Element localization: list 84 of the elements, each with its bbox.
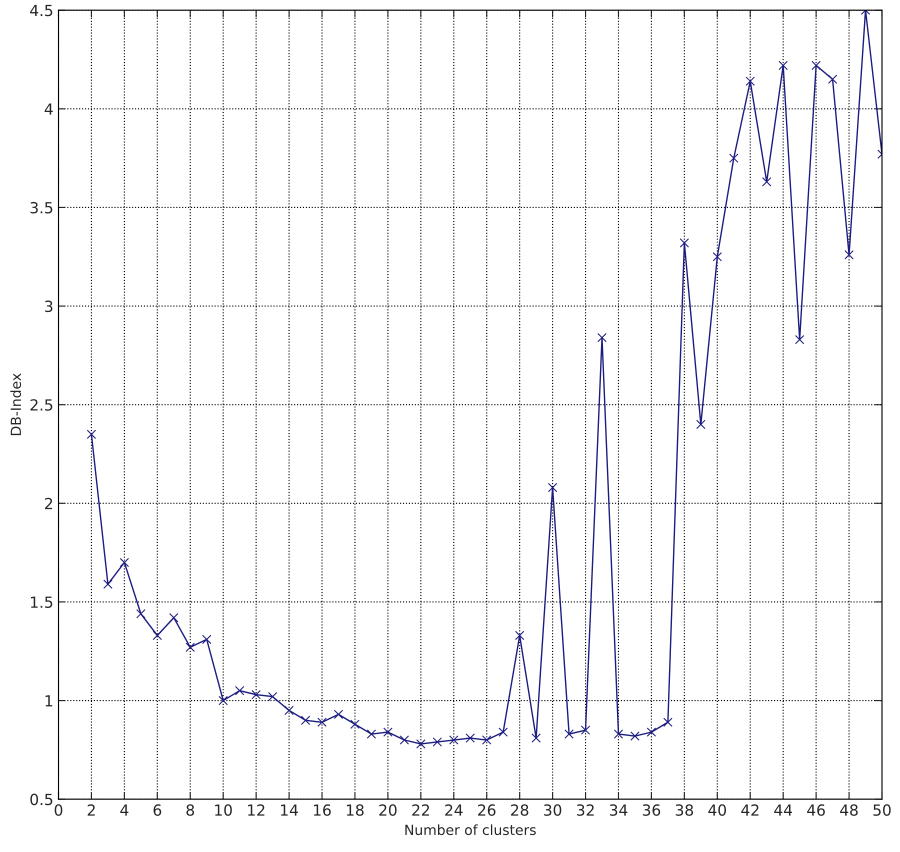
y-tick-label: 1.5 xyxy=(31,596,52,608)
x-tick-label: 30 xyxy=(544,804,562,816)
point xyxy=(284,706,294,716)
x-tick-label: 28 xyxy=(511,804,528,816)
y-tick-label: 0.5 xyxy=(30,794,52,806)
point xyxy=(466,733,475,743)
point xyxy=(169,613,178,622)
x-tick-label: 36 xyxy=(642,804,660,816)
point xyxy=(202,634,212,644)
x-axis-title: Number of clusters xyxy=(405,824,536,836)
x-tick-label: 10 xyxy=(215,804,232,816)
point xyxy=(630,731,640,741)
point xyxy=(712,252,722,262)
x-tick-label: 16 xyxy=(314,804,331,816)
x-tick-label: 38 xyxy=(676,804,694,816)
point xyxy=(317,718,327,727)
point xyxy=(548,482,558,492)
x-tick-label: 2 xyxy=(88,804,95,816)
point xyxy=(432,737,442,747)
point xyxy=(696,420,706,430)
point xyxy=(383,727,393,737)
point xyxy=(597,332,607,342)
y-axis-title: DB-Index xyxy=(10,373,22,436)
point xyxy=(400,735,410,745)
point xyxy=(234,686,244,696)
y-tick-label: 4.5 xyxy=(30,4,52,16)
point xyxy=(498,727,508,737)
point xyxy=(794,334,804,344)
point xyxy=(251,690,261,700)
point xyxy=(614,729,624,739)
x-tick-label: 32 xyxy=(576,804,594,816)
x-tick-label: 46 xyxy=(807,804,825,816)
point xyxy=(120,558,130,568)
point xyxy=(531,733,541,743)
point xyxy=(580,725,590,735)
x-tick-label: 42 xyxy=(741,804,758,816)
point xyxy=(300,716,310,725)
x-tick-label: 8 xyxy=(186,804,194,816)
point xyxy=(778,60,788,70)
x-tick-label: 6 xyxy=(154,804,162,816)
point xyxy=(218,696,228,706)
x-tick-label: 14 xyxy=(281,804,298,816)
x-tick-label: 18 xyxy=(346,804,364,816)
point xyxy=(103,580,113,589)
y-tick-label: 2 xyxy=(45,498,52,510)
point xyxy=(152,630,162,640)
point xyxy=(482,735,492,745)
x-tick-label: 12 xyxy=(248,804,264,816)
point xyxy=(646,727,656,737)
x-tick-label: 26 xyxy=(478,804,496,816)
point xyxy=(844,250,854,260)
point xyxy=(186,642,195,652)
point xyxy=(514,630,524,640)
x-tick-label: 50 xyxy=(873,804,891,816)
point xyxy=(86,430,96,439)
y-tick-label: 1 xyxy=(46,695,52,706)
y-tick-label: 2.5 xyxy=(30,399,52,411)
x-tick-label: 44 xyxy=(774,804,792,816)
x-tick-label: 34 xyxy=(610,804,628,816)
point xyxy=(746,76,755,86)
point xyxy=(334,710,344,720)
y-tick-label: 4 xyxy=(44,104,53,115)
x-tick-label: 48 xyxy=(840,804,858,816)
x-tick-label: 20 xyxy=(379,804,397,816)
x-tick-label: 24 xyxy=(445,804,463,816)
point xyxy=(663,718,673,727)
point xyxy=(729,153,738,163)
x-tick-label: 22 xyxy=(412,804,430,816)
x-tick-label: 40 xyxy=(708,804,726,816)
point xyxy=(828,74,838,84)
y-tick-label: 3.5 xyxy=(30,202,52,214)
point xyxy=(350,720,360,729)
x-tick-label: 4 xyxy=(120,804,128,816)
point xyxy=(680,238,690,248)
x-tick-label: 0 xyxy=(54,804,62,816)
point xyxy=(416,739,426,749)
point xyxy=(268,692,278,702)
point xyxy=(449,735,458,745)
point xyxy=(811,60,821,70)
point xyxy=(136,609,146,618)
point xyxy=(762,177,772,187)
point xyxy=(564,729,574,739)
y-tick-label: 3 xyxy=(45,300,52,312)
point xyxy=(366,729,376,739)
